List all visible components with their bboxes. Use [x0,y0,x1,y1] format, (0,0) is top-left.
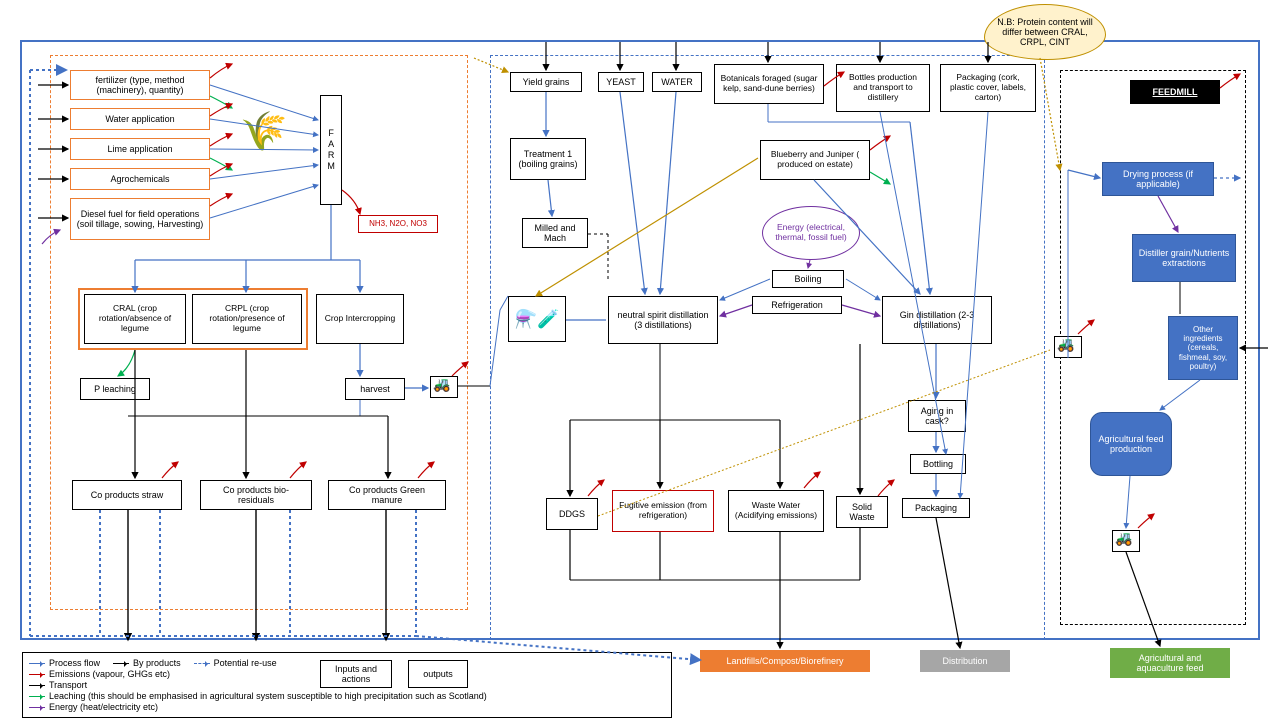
farm-input-agro: Agrochemicals [70,168,210,190]
water: WATER [652,72,702,92]
other-ingredients: Other ingredients (cereals, fishmeal, so… [1168,316,1238,380]
agfeed-output: Agricultural and aquaculture feed [1110,648,1230,678]
fugitive: Fugitive emission (from refrigeration) [612,490,714,532]
legend-energy: Energy (heat/electricity etc) [49,702,158,712]
coproduct-straw: Co products straw [72,480,182,510]
tractor-icon-dist [1054,336,1082,358]
apparatus-icon: ⚗️🧪 [508,296,566,342]
packaging-step: Packaging [902,498,970,518]
legend-transport: Transport [49,680,87,690]
farm-input-lime: Lime application [70,138,210,160]
farm-label: FARM [320,95,342,205]
distiller-grain: Distiller grain/Nutrients extractions [1132,234,1236,282]
gin-distillation: Gin distillation (2-3 distillations) [882,296,992,344]
p-leaching: P leaching [80,378,150,400]
legend-leaching: Leaching (this should be emphasised in a… [49,691,487,701]
emissions-nh3: NH3, N2O, NO3 [358,215,438,233]
feed-production: Agricultural feed production [1090,412,1172,476]
harvest: harvest [345,378,405,400]
bottling: Bottling [910,454,966,474]
botanicals: Botanicals foraged (sugar kelp, sand-dun… [714,64,824,104]
farm-input-fertilizer: fertilizer (type, method (machinery), qu… [70,70,210,100]
legend-reuse: Potential re-use [214,658,277,668]
packaging-input: Packaging (cork, plastic cover, labels, … [940,64,1036,112]
boiling: Boiling [772,270,844,288]
drying: Drying process (if applicable) [1102,162,1214,196]
wheat-icon: 🌾 [240,110,287,154]
protein-cloud: N.B: Protein content will differ between… [984,4,1106,60]
legend-outputs-box: outputs [408,660,468,688]
aging: Aging in cask? [908,400,966,432]
feedmill-title: FEEDMILL [1130,80,1220,104]
milled: Milled and Mach [522,218,588,248]
legend-byproducts: By products [133,658,181,668]
blueberry: Blueberry and Juniper ( produced on esta… [760,140,870,180]
waste-water: Waste Water (Acidifying emissions) [728,490,824,532]
distribution-output: Distribution [920,650,1010,672]
ddgs: DDGS [546,498,598,530]
landfill-output: Landfills/Compost/Biorefinery [700,650,870,672]
legend-inputs-box: Inputs and actions [320,660,392,688]
coproduct-bio: Co products bio-residuals [200,480,312,510]
yeast: YEAST [598,72,644,92]
refrigeration: Refrigeration [752,296,842,314]
legend-process: Process flow [49,658,100,668]
tractor-icon-farm [430,376,458,398]
farm-input-diesel: Diesel fuel for field operations (soil t… [70,198,210,240]
bottles: Bottles production and transport to dist… [836,64,930,112]
farm-input-water: Water application [70,108,210,130]
crop-crpl: CRPL (crop rotation/presence of legume [192,294,302,344]
energy-oval: Energy (electrical, thermal, fossil fuel… [762,206,860,260]
yield-grains: Yield grains [510,72,582,92]
tractor-icon-feed [1112,530,1140,552]
crop-cral: CRAL (crop rotation/absence of legume [84,294,186,344]
treatment1: Treatment 1 (boiling grains) [510,138,586,180]
crop-intercrop: Crop Intercropping [316,294,404,344]
legend-emissions: Emissions (vapour, GHGs etc) [49,669,170,679]
neutral-spirit: neutral spirit distillation (3 distillat… [608,296,718,344]
coproduct-green: Co products Green manure [328,480,446,510]
solid-waste: Solid Waste [836,496,888,528]
